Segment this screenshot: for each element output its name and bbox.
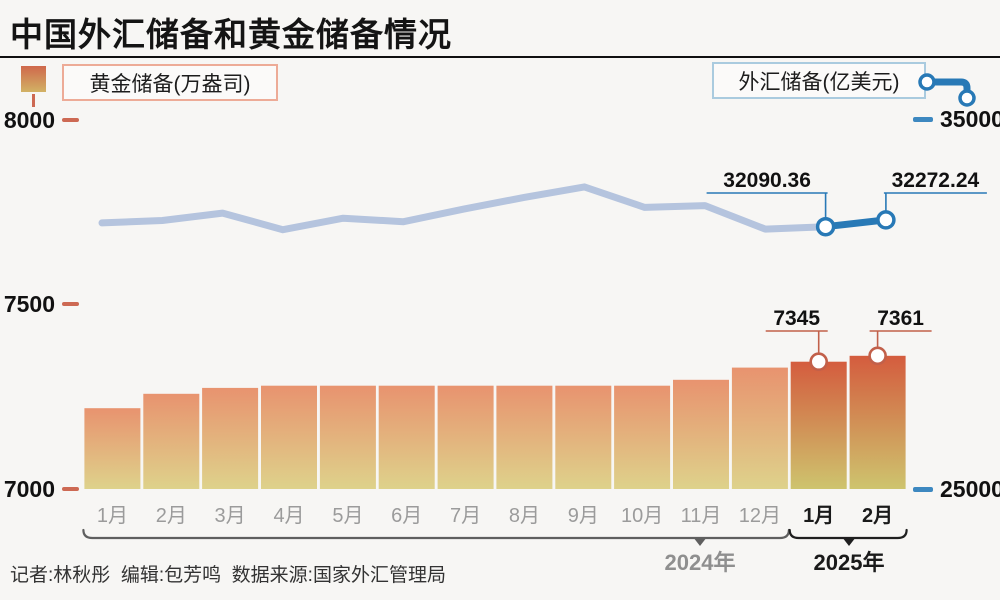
year-label: 2024年: [665, 550, 736, 575]
gold-bar: [673, 379, 729, 489]
gold-bar: [790, 361, 847, 489]
month-label: 2月: [156, 505, 187, 527]
month-label: 11月: [681, 505, 722, 527]
gold-bar: [261, 385, 317, 489]
data-point-labels: 7345 7361 32090.36 32272.24: [706, 169, 987, 372]
gold-bar: [496, 385, 553, 489]
title-divider: [0, 56, 1000, 58]
month-label: 6月: [391, 505, 422, 527]
left-axis-tick-7000: 7000: [3, 476, 55, 502]
year-brackets: 2024年 2025年: [82, 528, 908, 575]
bracket-arrow-icon: [693, 537, 707, 546]
gold-swatch-tick: [32, 94, 35, 107]
fx-point-marker: [815, 216, 836, 237]
left-axis-tick-8000: 8000: [3, 107, 55, 133]
month-label: 1月: [97, 505, 128, 527]
fx-line-sample-icon: [918, 73, 976, 107]
gold-value-label: 7345: [773, 307, 820, 330]
month-label: 7月: [450, 505, 481, 527]
gold-legend-label: 黄金储备(万盎司): [62, 64, 278, 101]
year-bracket: [82, 528, 790, 540]
gold-bar: [555, 385, 612, 489]
fx-value-label: 32090.36: [723, 169, 811, 192]
month-label: 3月: [215, 505, 246, 527]
fx-legend-label: 外汇储备(亿美元): [712, 62, 926, 99]
month-label: 10月: [621, 505, 663, 527]
gold-bar: [378, 385, 435, 489]
credit-line: 记者:林秋彤 编辑:包芳鸣 数据来源:国家外汇管理局: [10, 565, 446, 586]
fx-point-marker: [876, 210, 896, 230]
gold-bar: [143, 393, 200, 489]
month-label: 8月: [509, 505, 540, 527]
month-label: 5月: [332, 505, 363, 527]
left-axis-dash: [62, 487, 79, 491]
gold-value-label: 7361: [877, 307, 924, 330]
month-label: 4月: [273, 505, 304, 527]
year-bracket: [788, 528, 908, 540]
gold-bar: [849, 355, 906, 489]
gold-point-marker: [809, 352, 829, 372]
fx-line-2025: [822, 216, 890, 231]
fx-reserves-line-series: [98, 183, 890, 234]
month-label: 2月: [862, 505, 893, 527]
month-label: 9月: [568, 505, 599, 527]
year-label: 2025年: [814, 550, 885, 575]
right-axis-dash: [913, 487, 933, 492]
right-axis-tick-25000: 25000: [940, 476, 1000, 502]
gold-bar: [84, 408, 141, 489]
gold-point-marker: [868, 346, 887, 366]
gold-gradient-swatch-icon: [21, 66, 46, 92]
right-axis-dash: [913, 117, 933, 122]
month-label: 1月: [803, 505, 834, 527]
left-axis-dash: [62, 118, 79, 122]
gold-bar: [437, 385, 494, 489]
month-label: 12月: [739, 505, 781, 527]
gold-bar: [319, 385, 376, 489]
gold-bar: [202, 387, 259, 489]
page-title: 中国外汇储备和黄金储备情况: [10, 16, 452, 53]
right-axis-tick-35000: 35000: [940, 106, 1000, 132]
gold-bar: [731, 367, 788, 489]
left-axis-tick-7500: 7500: [3, 291, 55, 317]
left-axis-dash: [62, 302, 79, 306]
x-axis-month-labels: 1月 2月 3月 4月 5月 6月 7月 8月 9月 10月 11月 12月 1月 2月: [97, 505, 893, 527]
fx-line-2024: [98, 183, 830, 234]
gold-bars-series: [84, 355, 906, 489]
gold-bar: [614, 385, 671, 489]
fx-value-label: 32272.24: [892, 169, 980, 192]
bracket-arrow-icon: [842, 537, 856, 546]
